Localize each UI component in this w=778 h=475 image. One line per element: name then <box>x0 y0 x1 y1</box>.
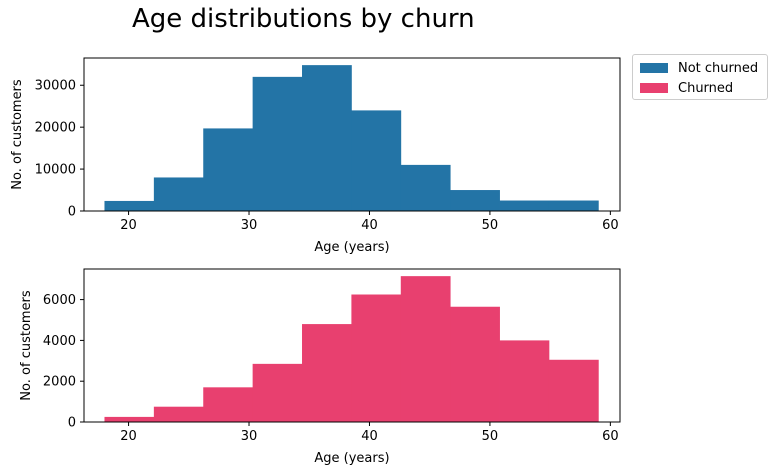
y-axis-label: No. of customers <box>19 290 34 401</box>
x-tick-label: 20 <box>120 429 137 444</box>
x-tick-label: 40 <box>361 429 378 444</box>
legend-swatch-churned <box>640 83 668 93</box>
histogram-bar <box>252 363 303 422</box>
histogram-bar <box>351 294 402 422</box>
histogram-bar <box>302 65 352 211</box>
histogram-bar <box>450 306 500 422</box>
bottom-subplot-churned: 20 30 40 50 60 0 2000 4000 6000 Age (years) No. of… <box>19 268 621 466</box>
y-tick-label: 0 <box>68 205 76 220</box>
y-tick-label: 20000 <box>35 121 76 136</box>
x-axis-label: Age (years) <box>314 451 389 466</box>
histogram-bar <box>203 128 254 211</box>
top-subplot-not-churned: 20 30 40 50 60 0 10000 20000 30000 Age (years) No.… <box>10 57 621 255</box>
y-axis-label: No. of customers <box>10 79 25 190</box>
y-tick-label: 2000 <box>43 375 76 390</box>
x-axis-label: Age (years) <box>314 240 389 255</box>
histogram-bar <box>400 276 451 422</box>
histogram-bar <box>203 387 254 422</box>
x-tick-label: 50 <box>482 429 499 444</box>
histogram-bar <box>499 340 550 422</box>
x-tick-label: 30 <box>241 218 258 233</box>
histogram-bar <box>499 200 550 211</box>
legend-item-churned: Churned <box>640 80 734 96</box>
histogram-bar <box>104 200 155 211</box>
axes-frame <box>83 57 621 212</box>
histogram-bar <box>153 177 204 211</box>
legend-swatch-not-churned <box>640 63 668 73</box>
x-tick-label: 60 <box>602 218 619 233</box>
axes-frame <box>83 268 621 423</box>
histogram-bar <box>450 190 500 211</box>
histogram-bar <box>153 406 204 422</box>
x-tick-label: 30 <box>241 429 258 444</box>
y-tick-label: 30000 <box>35 79 76 94</box>
histogram-bar <box>252 76 303 212</box>
x-tick-label: 40 <box>361 218 378 233</box>
x-tick-label: 50 <box>482 218 499 233</box>
histogram-bar <box>351 110 402 211</box>
x-tick-label: 20 <box>120 218 137 233</box>
legend-label-not-churned: Not churned <box>678 60 759 76</box>
histogram-bar <box>302 324 352 422</box>
y-tick-label: 10000 <box>35 163 76 178</box>
legend-item-not-churned: Not churned <box>640 60 759 76</box>
legend-label-churned: Churned <box>678 80 734 96</box>
legend: Not churned Churned <box>632 54 768 100</box>
y-tick-label: 0 <box>68 416 76 431</box>
chart-title: Age distributions by churn <box>132 4 475 34</box>
histogram-bar <box>548 200 599 211</box>
x-tick-label: 60 <box>602 429 619 444</box>
y-tick-label: 6000 <box>43 293 76 308</box>
histogram-bar <box>104 416 155 422</box>
histogram-bar <box>400 164 451 211</box>
histogram-bar <box>548 359 599 422</box>
y-tick-label: 4000 <box>43 334 76 349</box>
